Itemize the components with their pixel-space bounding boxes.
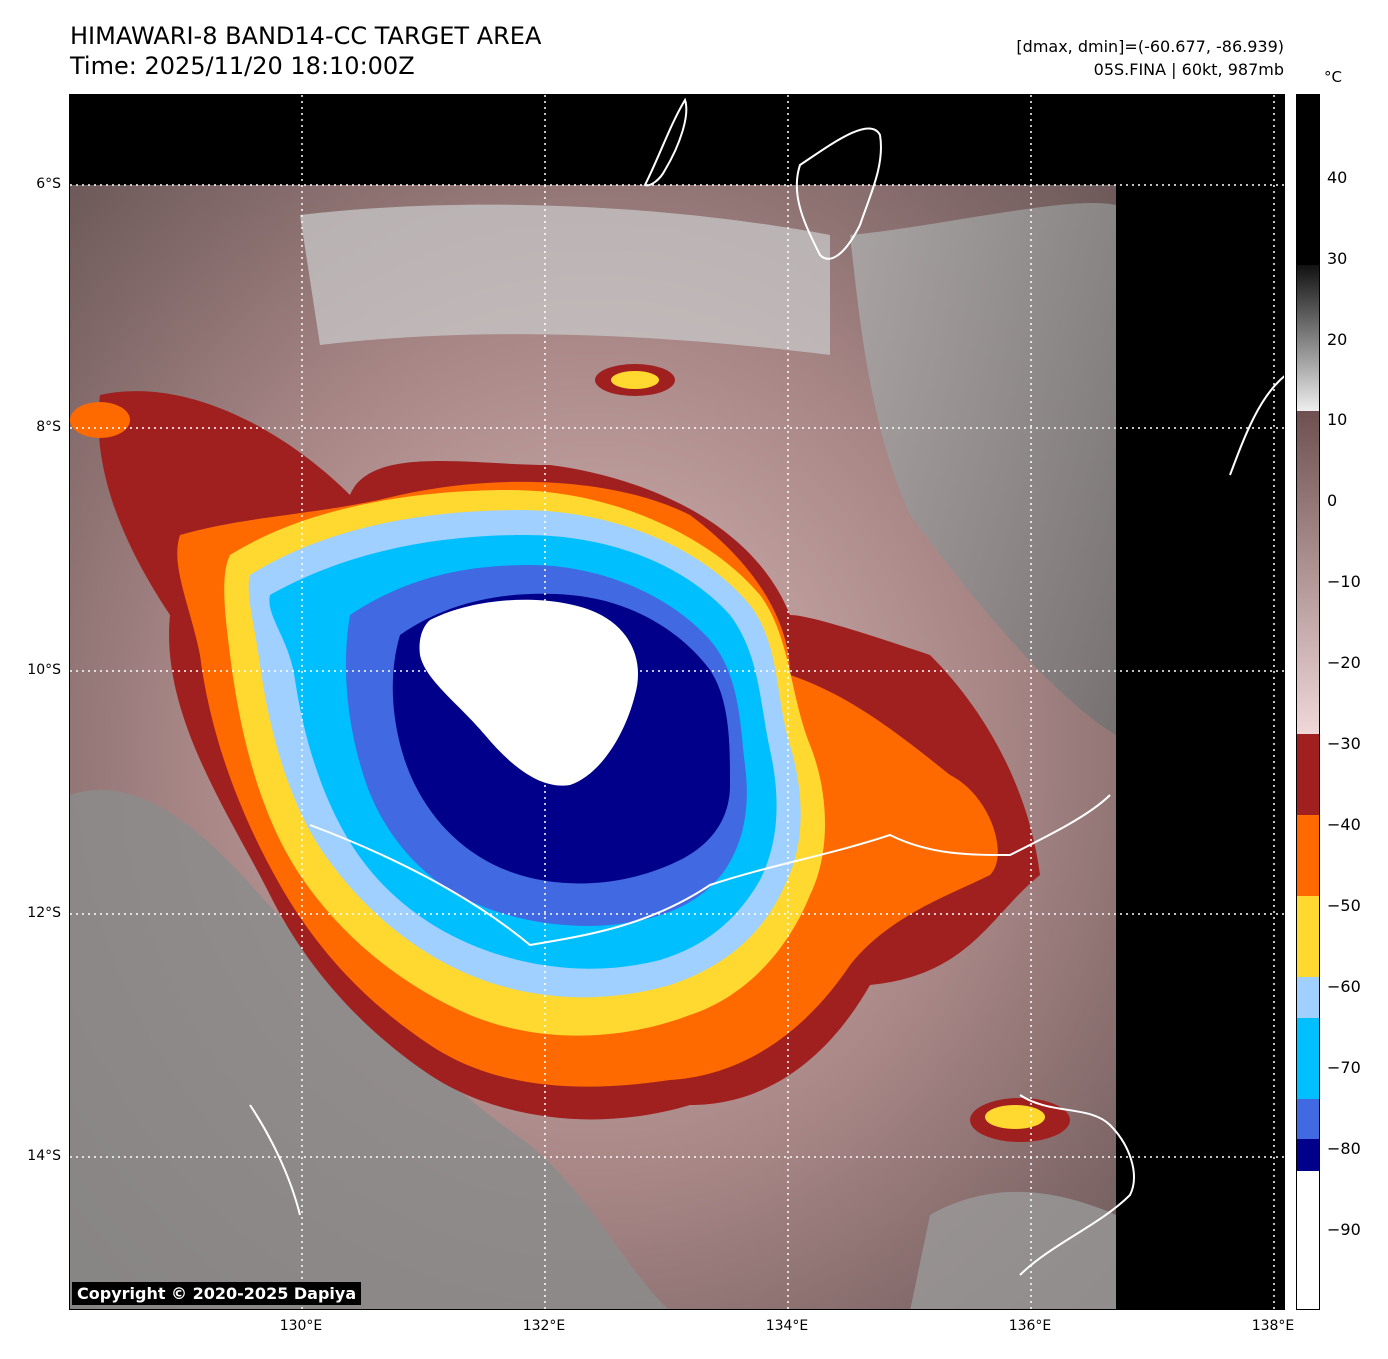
satellite-map [69,94,1285,1310]
warm-cloud-north [300,204,830,355]
colorbar-band [1297,977,1319,1018]
colorbar-band [1297,815,1319,897]
coastlines [249,97,1284,1276]
lon-tick: 132°E [522,1318,566,1334]
colorbar-label: −30 [1327,734,1361,753]
colorbar-band [1297,1098,1319,1140]
graticule [70,95,1284,1309]
lat-tick: 8°S [36,419,61,435]
temperature-colorbar [1296,94,1320,1310]
colorbar-label: 10 [1327,410,1348,429]
colorbar-label: −60 [1327,977,1361,996]
temperature-range: [dmax, dmin]=(-60.677, -86.939) [1016,37,1284,56]
storm-info: 05S.FINA | 60kt, 987mb [1093,60,1284,79]
colorbar-label: −50 [1327,896,1361,915]
colorbar-label: −10 [1327,572,1361,591]
lat-tick: 14°S [27,1148,61,1164]
colorbar-label: −40 [1327,815,1361,834]
timestamp: Time: 2025/11/20 18:10:00Z [70,52,415,80]
map-canvas [70,95,1284,1309]
cell-west [70,402,130,438]
lon-tick: 130°E [279,1318,323,1334]
warm-cloud-northeast [850,202,1116,735]
lat-tick: 12°S [27,905,61,921]
map-title: HIMAWARI-8 BAND14-CC TARGET AREA [70,22,542,50]
colorbar-band [1297,410,1319,735]
lon-tick: 136°E [1008,1318,1052,1334]
colorbar-band [1297,1017,1319,1099]
colorbar-label: 20 [1327,330,1348,349]
colorbar-band [1297,734,1319,816]
colorbar-label: 0 [1327,491,1338,510]
colorbar-band [1297,1171,1319,1309]
colorbar-label: −70 [1327,1058,1361,1077]
colorbar-band [1297,896,1319,978]
colorbar-unit: °C [1324,68,1342,86]
lon-tick: 134°E [765,1318,809,1334]
colorbar-label: −90 [1327,1220,1361,1239]
lon-tick: 138°E [1251,1318,1295,1334]
colorbar-label: 40 [1327,168,1348,187]
colorbar-band [1297,264,1319,411]
colorbar-label: −80 [1327,1139,1361,1158]
warm-land-southeast [910,1191,1116,1309]
colorbar-label: −20 [1327,653,1361,672]
lat-tick: 10°S [27,662,61,678]
lat-tick: 6°S [36,176,61,192]
copyright-notice: Copyright © 2020-2025 Dapiya [72,1282,362,1305]
colorbar-label: 30 [1327,249,1348,268]
colorbar-band [1297,95,1319,265]
coldest-cloud-top [419,599,638,786]
colorbar-band [1297,1139,1319,1172]
warm-land-southwest [70,789,668,1309]
